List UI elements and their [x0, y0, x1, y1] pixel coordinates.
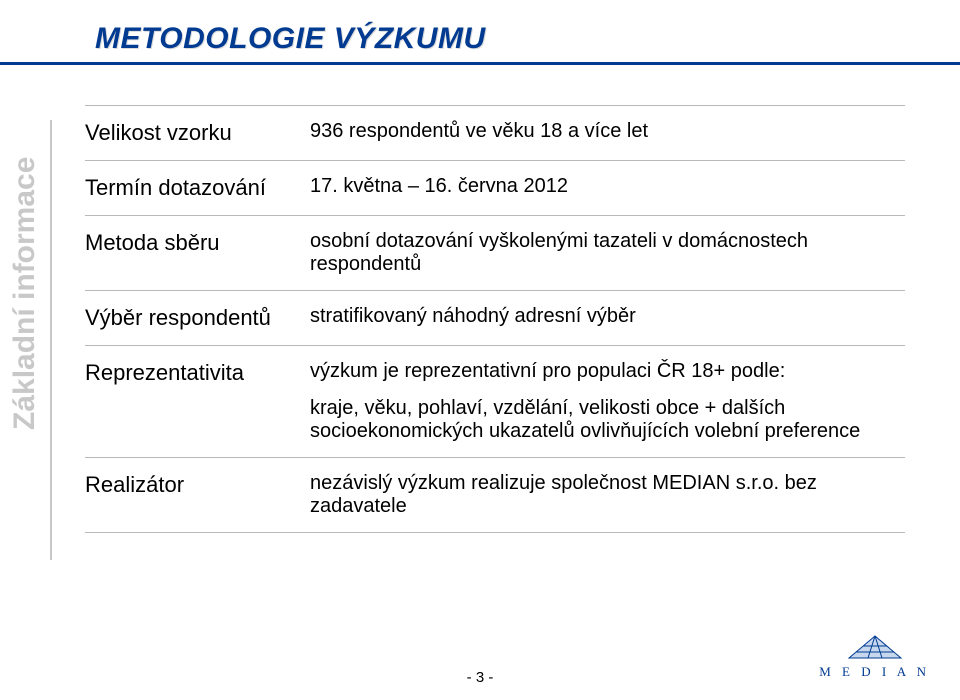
sidebar-rule: [50, 120, 52, 560]
row-label: Výběr respondentů: [85, 305, 310, 331]
row-value: 17. května – 16. června 2012: [310, 175, 905, 198]
row-value-line: kraje, věku, pohlaví, vzdělání, velikost…: [310, 397, 905, 443]
table-row: Termín dotazování 17. května – 16. červn…: [85, 160, 905, 215]
methodology-table: Velikost vzorku 936 respondentů ve věku …: [85, 105, 905, 533]
median-logo: M E D I A N: [819, 634, 930, 680]
table-row: Výběr respondentů stratifikovaný náhodný…: [85, 290, 905, 345]
table-row: Reprezentativita výzkum je reprezentativ…: [85, 345, 905, 457]
table-row: Metoda sběru osobní dotazování vyškolený…: [85, 215, 905, 290]
row-value: výzkum je reprezentativní pro populaci Č…: [310, 360, 905, 443]
table-row: Velikost vzorku 936 respondentů ve věku …: [85, 105, 905, 160]
row-value: stratifikovaný náhodný adresní výběr: [310, 305, 905, 328]
row-label: Realizátor: [85, 472, 310, 498]
pyramid-icon: [845, 634, 905, 662]
page-number: - 3 -: [0, 669, 960, 686]
page-title: METODOLOGIE VÝZKUMU: [95, 22, 486, 56]
title-underline: [0, 62, 960, 65]
row-label: Metoda sběru: [85, 230, 310, 256]
row-value-line: výzkum je reprezentativní pro populaci Č…: [310, 360, 905, 383]
row-value: 936 respondentů ve věku 18 a více let: [310, 120, 905, 143]
row-label: Velikost vzorku: [85, 120, 310, 146]
title-text: METODOLOGIE VÝZKUMU: [95, 22, 486, 55]
table-row: Realizátor nezávislý výzkum realizuje sp…: [85, 457, 905, 533]
row-label: Termín dotazování: [85, 175, 310, 201]
row-label: Reprezentativita: [85, 360, 310, 386]
sidebar-label: Základní informace: [8, 157, 42, 430]
row-value: osobní dotazování vyškolenými tazateli v…: [310, 230, 905, 276]
logo-text: M E D I A N: [819, 664, 930, 680]
row-value: nezávislý výzkum realizuje společnost ME…: [310, 472, 905, 518]
